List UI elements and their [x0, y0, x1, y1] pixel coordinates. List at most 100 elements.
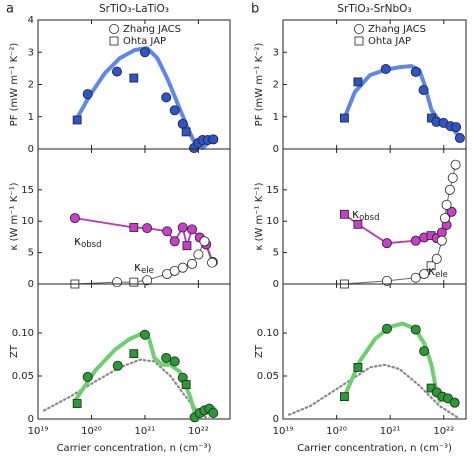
circle-marker — [353, 23, 364, 34]
circle-marker — [410, 66, 421, 77]
series-line — [43, 358, 211, 421]
circle-marker — [161, 92, 172, 103]
circle-marker — [82, 89, 93, 100]
legend-label: Ohta JAP — [368, 36, 411, 47]
circle-marker — [208, 134, 219, 145]
square-marker — [340, 209, 349, 219]
circle-marker — [199, 236, 210, 247]
circle-marker — [162, 226, 173, 237]
y-axis-label: κ (W m⁻¹ K⁻¹) — [254, 182, 265, 250]
circle-marker — [381, 238, 392, 249]
annotation-symbol: κ — [74, 234, 81, 248]
x-tick-label: 10²² — [433, 426, 454, 437]
circle-marker — [418, 84, 429, 95]
circle-marker — [380, 64, 391, 75]
y-tick-label: 1 — [28, 112, 34, 123]
y-tick-label: 0 — [28, 414, 34, 425]
circle-marker — [419, 346, 430, 357]
y-tick-label: 0.10 — [257, 328, 279, 339]
square-marker — [354, 36, 364, 46]
circle-marker — [177, 222, 188, 233]
square-marker — [72, 115, 82, 125]
circle-marker — [436, 235, 447, 246]
square-marker — [72, 399, 82, 408]
y-tick-label: 0.05 — [257, 371, 279, 382]
circle-marker — [450, 159, 461, 170]
plot-frame — [37, 283, 231, 420]
square-marker — [129, 349, 139, 359]
square-marker — [353, 219, 363, 229]
annotation: κobsd — [352, 207, 380, 223]
y-axis-label: ZT — [254, 344, 265, 358]
y-tick-label: 15 — [266, 185, 279, 196]
annotation: κobsd — [74, 234, 102, 250]
series-line — [72, 330, 217, 421]
circle-marker — [439, 213, 450, 224]
circle-marker — [454, 133, 465, 144]
x-tick-label: 10¹⁹ — [273, 426, 294, 437]
series-line — [72, 46, 217, 150]
y-axis-label: κ (W m⁻¹ K⁻¹) — [9, 182, 20, 250]
panel-letter: b — [251, 2, 259, 17]
y-tick-label: 0.05 — [12, 371, 34, 382]
x-tick-label: 10²² — [188, 426, 209, 437]
circle-marker — [381, 323, 392, 334]
square-marker — [109, 36, 119, 46]
y-tick-label: 0.10 — [12, 328, 34, 339]
y-tick-label: 15 — [21, 185, 34, 196]
circle-marker — [142, 223, 153, 234]
y-tick-label: 5 — [28, 248, 34, 259]
annotation: κele — [428, 264, 448, 280]
circle-marker — [447, 172, 458, 183]
y-tick-label: 0 — [273, 279, 279, 290]
circle-marker — [381, 275, 392, 286]
circle-marker — [111, 277, 122, 288]
plot-frame — [282, 283, 467, 420]
circle-marker — [207, 257, 218, 268]
y-tick-label: 10 — [266, 216, 279, 227]
series-line — [288, 363, 459, 419]
square-marker — [340, 113, 349, 123]
x-tick-label: 10¹⁹ — [28, 426, 49, 437]
circle-marker — [208, 407, 219, 418]
square-marker — [353, 77, 363, 87]
circle-marker — [187, 224, 198, 235]
y-tick-label: 3 — [28, 47, 34, 58]
x-tick-label: 10²⁰ — [326, 426, 347, 437]
circle-marker — [431, 253, 442, 264]
legend-label: Zhang JACS — [368, 24, 426, 35]
annotation-subscript: obsd — [81, 240, 101, 250]
x-tick-label: 10²¹ — [135, 426, 156, 437]
y-tick-label: 0 — [273, 414, 279, 425]
annotation-subscript: ele — [141, 266, 154, 276]
circle-marker — [441, 199, 452, 210]
y-axis-label: PF (mW m⁻¹ K⁻²) — [9, 43, 20, 127]
circle-marker — [177, 262, 188, 273]
legend-label: Ohta JAP — [123, 36, 166, 47]
circle-marker — [451, 122, 462, 133]
annotation-symbol: κ — [134, 260, 141, 274]
annotation-subscript: obsd — [359, 213, 379, 223]
square-marker — [129, 73, 139, 83]
square-marker — [353, 363, 363, 372]
y-tick-label: 1 — [273, 112, 279, 123]
x-axis-label: Carrier concentration, n (cm⁻³) — [297, 443, 452, 454]
square-marker — [129, 277, 139, 287]
circle-marker — [161, 352, 172, 363]
annotation-symbol: κ — [352, 207, 359, 221]
series-line — [342, 321, 442, 403]
square-marker — [426, 261, 436, 271]
panel-title: SrTiO₃-LaTiO₃ — [99, 3, 169, 15]
circle-marker — [449, 397, 460, 408]
circle-marker — [111, 66, 122, 77]
y-axis-label: PF (mW m⁻¹ K⁻²) — [254, 43, 265, 127]
circle-marker — [444, 184, 455, 195]
panel-letter: a — [6, 2, 14, 17]
circle-marker — [139, 329, 150, 340]
circle-marker — [187, 258, 198, 269]
circle-marker — [112, 360, 123, 371]
x-tick-label: 10²⁰ — [81, 426, 102, 437]
circle-marker — [169, 356, 180, 367]
circle-marker — [169, 105, 180, 116]
circle-marker — [109, 23, 120, 34]
